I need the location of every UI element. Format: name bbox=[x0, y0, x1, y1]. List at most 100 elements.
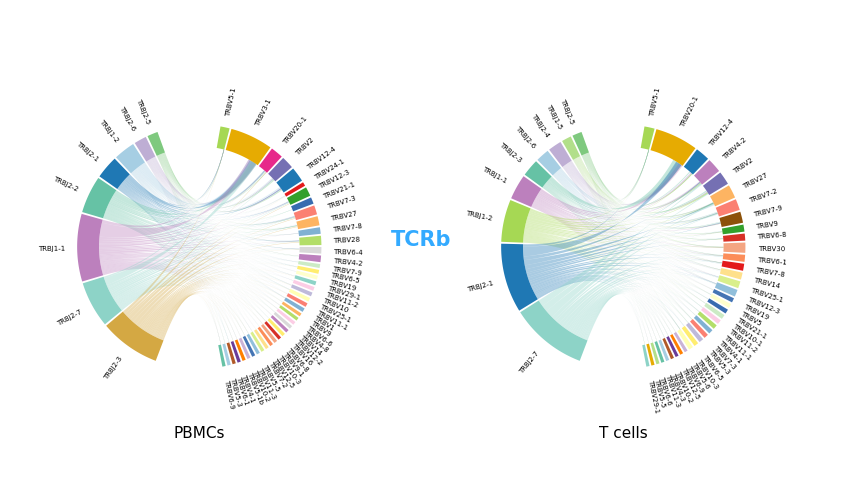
Polygon shape bbox=[148, 161, 287, 294]
Polygon shape bbox=[103, 267, 237, 340]
Polygon shape bbox=[573, 160, 649, 344]
Polygon shape bbox=[99, 241, 299, 255]
Text: TRBV11-3: TRBV11-3 bbox=[256, 366, 277, 399]
Polygon shape bbox=[108, 206, 298, 268]
Text: TRBJ2-1: TRBJ2-1 bbox=[75, 140, 99, 162]
Polygon shape bbox=[157, 156, 225, 344]
Text: TRBV5-3: TRBV5-3 bbox=[707, 348, 730, 375]
Text: TRBV6-8: TRBV6-8 bbox=[757, 231, 787, 240]
Polygon shape bbox=[582, 156, 644, 345]
Polygon shape bbox=[218, 345, 226, 367]
Polygon shape bbox=[155, 150, 224, 201]
Polygon shape bbox=[558, 171, 723, 258]
Polygon shape bbox=[119, 187, 276, 312]
Polygon shape bbox=[149, 160, 297, 272]
Text: TRBV25-1: TRBV25-1 bbox=[750, 286, 784, 302]
Polygon shape bbox=[535, 199, 722, 264]
Polygon shape bbox=[559, 169, 715, 220]
Polygon shape bbox=[568, 279, 709, 332]
Polygon shape bbox=[287, 294, 308, 307]
Polygon shape bbox=[299, 236, 321, 246]
Polygon shape bbox=[533, 202, 714, 290]
Polygon shape bbox=[579, 157, 693, 207]
Polygon shape bbox=[116, 273, 287, 303]
Polygon shape bbox=[126, 197, 286, 318]
Polygon shape bbox=[148, 161, 281, 306]
Polygon shape bbox=[284, 298, 304, 312]
Polygon shape bbox=[120, 282, 259, 327]
Text: TRBV5-1b: TRBV5-1b bbox=[246, 371, 264, 405]
Polygon shape bbox=[297, 266, 319, 274]
Polygon shape bbox=[118, 278, 275, 312]
Polygon shape bbox=[294, 276, 316, 286]
Polygon shape bbox=[527, 204, 714, 230]
Polygon shape bbox=[101, 261, 278, 310]
Polygon shape bbox=[126, 171, 265, 211]
Polygon shape bbox=[108, 205, 298, 263]
Polygon shape bbox=[540, 164, 683, 214]
Polygon shape bbox=[293, 206, 317, 221]
Polygon shape bbox=[533, 203, 700, 312]
Polygon shape bbox=[543, 187, 680, 330]
Polygon shape bbox=[148, 281, 282, 334]
Text: TRBV12-3: TRBV12-3 bbox=[318, 168, 351, 189]
Polygon shape bbox=[587, 154, 708, 213]
Polygon shape bbox=[104, 215, 248, 334]
Polygon shape bbox=[532, 206, 657, 341]
Polygon shape bbox=[125, 173, 266, 316]
Polygon shape bbox=[534, 276, 684, 326]
Polygon shape bbox=[141, 160, 257, 206]
Polygon shape bbox=[543, 193, 709, 312]
Polygon shape bbox=[298, 254, 321, 263]
Polygon shape bbox=[99, 171, 265, 240]
Polygon shape bbox=[117, 277, 278, 310]
Text: TRBJ2-7: TRBJ2-7 bbox=[56, 309, 82, 326]
Polygon shape bbox=[259, 149, 282, 173]
Polygon shape bbox=[108, 207, 297, 272]
Polygon shape bbox=[523, 182, 700, 261]
Polygon shape bbox=[117, 276, 281, 306]
Text: TRBV7-8: TRBV7-8 bbox=[756, 267, 785, 278]
Polygon shape bbox=[148, 279, 285, 334]
Polygon shape bbox=[150, 282, 281, 335]
Polygon shape bbox=[529, 264, 719, 284]
Polygon shape bbox=[131, 173, 237, 340]
Polygon shape bbox=[662, 338, 674, 360]
Polygon shape bbox=[556, 173, 713, 291]
Polygon shape bbox=[555, 232, 722, 322]
Polygon shape bbox=[120, 185, 293, 281]
Polygon shape bbox=[150, 160, 299, 250]
Polygon shape bbox=[555, 173, 711, 296]
Polygon shape bbox=[579, 291, 672, 337]
Polygon shape bbox=[148, 161, 275, 312]
Polygon shape bbox=[106, 209, 285, 299]
Text: TRBV1: TRBV1 bbox=[312, 314, 335, 331]
Text: TRBV5: TRBV5 bbox=[739, 310, 762, 326]
Polygon shape bbox=[544, 185, 717, 284]
Polygon shape bbox=[565, 166, 717, 284]
Polygon shape bbox=[566, 277, 711, 331]
Polygon shape bbox=[147, 162, 225, 344]
Text: TRBJ2-1: TRBJ2-1 bbox=[466, 279, 494, 292]
Text: TRBV5-1: TRBV5-1 bbox=[650, 87, 661, 117]
Polygon shape bbox=[133, 172, 281, 306]
Polygon shape bbox=[543, 188, 653, 343]
Polygon shape bbox=[564, 167, 692, 320]
Polygon shape bbox=[247, 334, 259, 355]
Text: TRBV9-1: TRBV9-1 bbox=[282, 350, 304, 377]
Polygon shape bbox=[148, 161, 259, 327]
Polygon shape bbox=[102, 266, 245, 336]
Polygon shape bbox=[574, 160, 700, 312]
Polygon shape bbox=[99, 196, 286, 245]
Polygon shape bbox=[530, 150, 649, 221]
Polygon shape bbox=[105, 213, 269, 319]
Text: TRBV3-1: TRBV3-1 bbox=[254, 98, 272, 127]
Polygon shape bbox=[582, 156, 665, 338]
Polygon shape bbox=[646, 344, 655, 366]
Polygon shape bbox=[531, 269, 711, 295]
Polygon shape bbox=[532, 206, 661, 340]
Polygon shape bbox=[120, 185, 295, 276]
Polygon shape bbox=[707, 299, 728, 314]
Polygon shape bbox=[524, 231, 711, 295]
Polygon shape bbox=[576, 159, 714, 290]
